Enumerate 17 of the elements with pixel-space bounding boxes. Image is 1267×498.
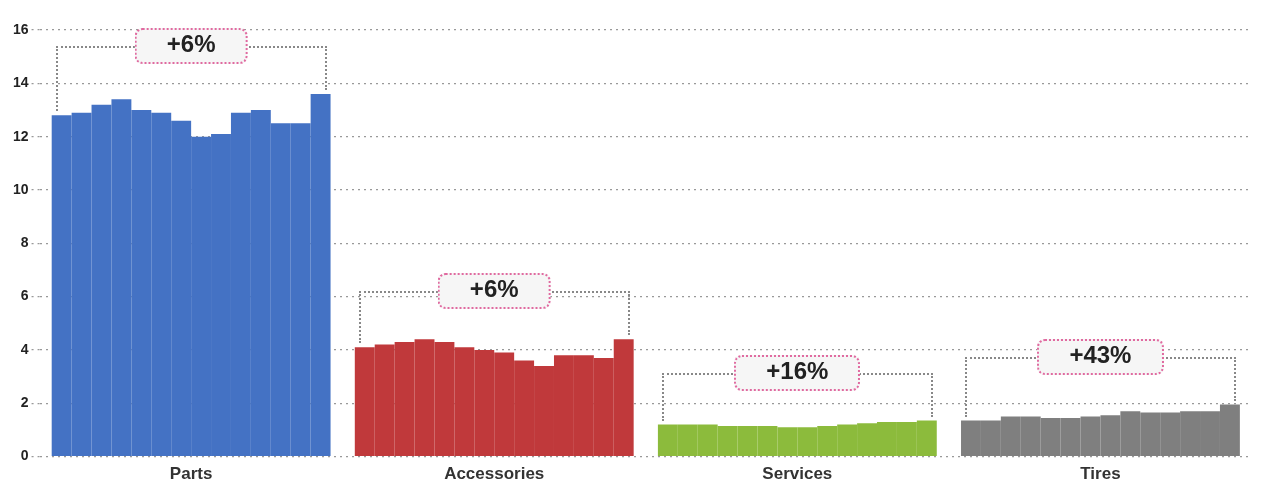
y-tick-label: 6 xyxy=(20,287,29,304)
y-tick-label: 12 xyxy=(12,127,29,144)
y-tick-label: 2 xyxy=(20,394,29,411)
x-tick-label: Services xyxy=(762,464,833,484)
y-tick-label: 14 xyxy=(12,74,29,91)
x-tick-label: Accessories xyxy=(444,464,545,484)
y-tick-label: 4 xyxy=(20,340,29,357)
x-tick-label: Tires xyxy=(1080,464,1121,484)
x-tick-label: Parts xyxy=(169,464,213,484)
annotation: +6% xyxy=(134,27,248,64)
y-tick-label: 8 xyxy=(20,234,29,251)
annotation: +43% xyxy=(1037,338,1164,375)
annotation: +6% xyxy=(437,273,551,310)
annotation: +16% xyxy=(734,354,861,391)
y-tick-label: 0 xyxy=(20,447,29,464)
y-tick-label: 16 xyxy=(12,20,29,37)
y-tick-label: 10 xyxy=(12,180,29,197)
